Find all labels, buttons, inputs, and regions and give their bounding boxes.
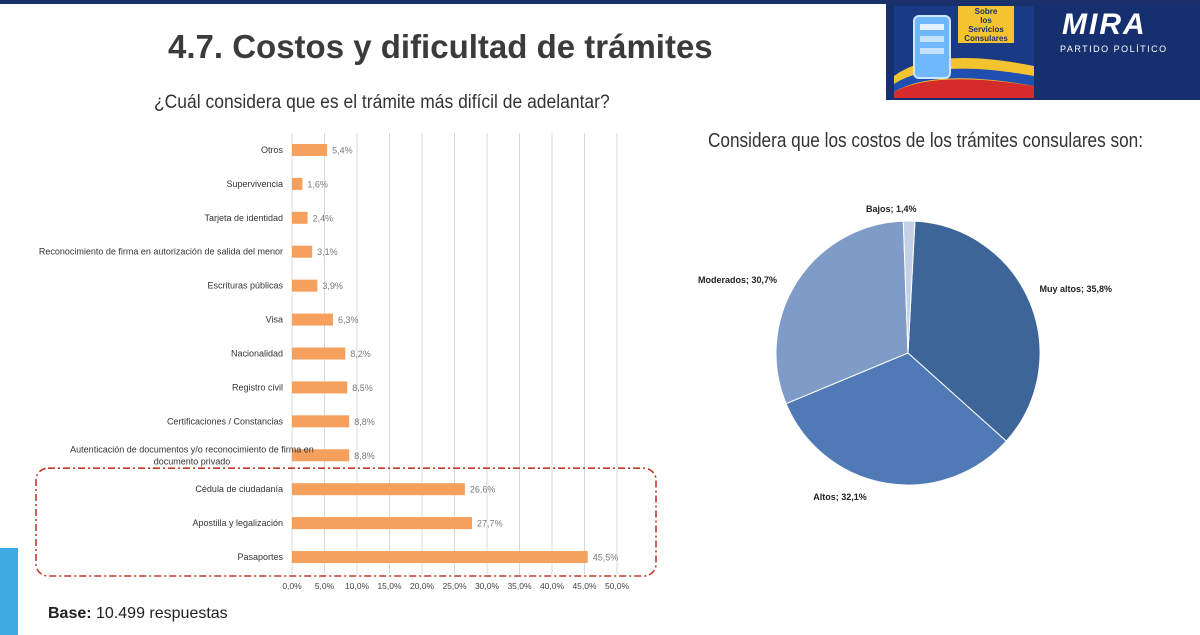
bar-value-label: 3,9% <box>322 281 343 291</box>
bar <box>292 483 465 496</box>
base-label: Base: <box>48 605 92 622</box>
category-label: Tarjeta de identidad <box>204 213 283 223</box>
badge-line: Sobre <box>974 7 998 16</box>
mira-logo: Sobre los Servicios Consulares MIRA PART… <box>886 4 1200 100</box>
bar-value-label: 3,1% <box>317 247 338 257</box>
bar <box>292 415 350 428</box>
pie-label: Altos; 32,1% <box>813 492 867 502</box>
bar-chart-title: ¿Cuál considera que es el trámite más di… <box>154 92 610 113</box>
pie-chart: Muy altos; 35,8% Altos; 32,1% Moderados; 3… <box>698 204 1112 502</box>
badge-line: Servicios <box>968 25 1004 34</box>
bar-value-label: 27,7% <box>477 519 503 529</box>
bar <box>292 279 318 292</box>
bar <box>292 517 473 530</box>
highlight-box <box>35 467 657 577</box>
x-tick-label: 30,0% <box>475 581 500 591</box>
pie-label: Bajos; 1,4% <box>866 204 917 214</box>
category-label: Certificaciones / Constancias <box>167 416 284 426</box>
bar-value-label: 8,5% <box>352 383 373 393</box>
category-label: Cédula de ciudadanía <box>195 484 283 494</box>
category-label: Apostilla y legalización <box>192 518 283 528</box>
x-tick-label: 35,0% <box>507 581 532 591</box>
pie-slice <box>775 220 909 405</box>
pie-label: Moderados; 30,7% <box>698 275 777 285</box>
x-tick-label: 0,0% <box>282 581 302 591</box>
page-title: 4.7. Costos y dificultad de trámites <box>168 28 713 65</box>
x-tick-label: 45,0% <box>572 581 597 591</box>
bar <box>292 211 308 224</box>
pie-slice <box>902 220 916 354</box>
bar <box>292 551 588 564</box>
bar <box>292 143 328 156</box>
bar-value-label: 45,5% <box>593 553 619 563</box>
bar-value-label: 8,8% <box>354 451 375 461</box>
x-tick-label: 5,0% <box>315 581 335 591</box>
bar <box>292 381 348 394</box>
left-accent-bar <box>0 548 18 635</box>
badge-line: los <box>980 16 992 25</box>
bar-value-label: 26,6% <box>470 485 496 495</box>
bar <box>292 313 333 326</box>
category-label: Nacionalidad <box>231 349 283 359</box>
logo-wordmark: MIRA <box>1062 8 1147 41</box>
category-label: Supervivencia <box>226 179 283 189</box>
bar <box>292 245 313 258</box>
bar-value-label: 8,8% <box>354 417 375 427</box>
x-tick-label: 10,0% <box>345 581 370 591</box>
services-badge: Sobre los Servicios Consulares <box>958 6 1014 43</box>
bar-value-label: 2,4% <box>313 213 334 223</box>
pie-chart-title: Considera que los costos de los trámites… <box>708 130 1143 152</box>
bar-value-label: 8,2% <box>350 349 371 359</box>
category-label: Visa <box>266 315 283 325</box>
bar-chart: 0,0% 5,0% 10,0% 15,0% 20,0% 25,0% 30,0% 35,0% 40… <box>35 133 657 591</box>
bar <box>292 449 350 462</box>
category-label: Registro civil <box>232 382 283 392</box>
x-tick-label: 40,0% <box>540 581 565 591</box>
base-note: Base: 10.499 respuestas <box>48 605 228 623</box>
base-value: 10.499 respuestas <box>96 605 228 622</box>
badge-line: Consulares <box>964 34 1008 43</box>
top-accent-strip <box>0 0 1200 4</box>
x-tick-label: 15,0% <box>377 581 402 591</box>
bar <box>292 347 346 360</box>
x-tick-label: 20,0% <box>410 581 435 591</box>
logo-subtitle: PARTIDO POLÍTICO <box>1060 44 1168 54</box>
pie-label: Muy altos; 35,8% <box>1039 284 1112 294</box>
category-label: Escrituras públicas <box>207 281 283 291</box>
x-tick-label: 50,0% <box>605 581 630 591</box>
x-tick-label: 25,0% <box>442 581 467 591</box>
pie-slice <box>907 220 1041 442</box>
pie-slice <box>785 352 1007 486</box>
category-label: Autenticación de documentos y/o reconoci… <box>70 444 314 466</box>
category-label: Reconocimiento de firma en autorización … <box>39 247 283 257</box>
bar-value-label: 1,6% <box>307 179 328 189</box>
bar <box>292 177 303 190</box>
category-label: Otros <box>261 145 284 155</box>
bar-value-label: 6,3% <box>338 315 359 325</box>
category-label: Pasaportes <box>237 552 283 562</box>
bar-value-label: 5,4% <box>332 145 353 155</box>
